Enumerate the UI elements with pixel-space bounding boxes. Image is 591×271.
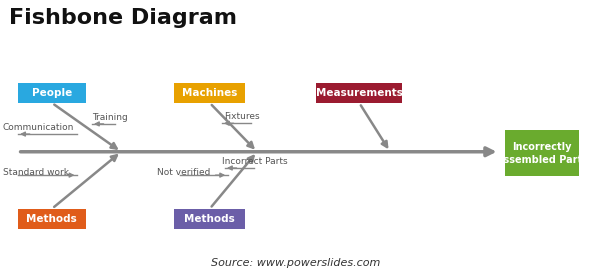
Text: Not verified: Not verified	[157, 168, 210, 177]
Text: Incorrect Parts: Incorrect Parts	[222, 157, 287, 166]
Text: Machines: Machines	[182, 88, 238, 98]
Text: Methods: Methods	[184, 214, 235, 224]
FancyBboxPatch shape	[18, 209, 86, 229]
FancyBboxPatch shape	[174, 83, 245, 103]
Text: Communication: Communication	[3, 124, 74, 133]
Text: Training: Training	[92, 113, 127, 122]
FancyBboxPatch shape	[174, 209, 245, 229]
Text: Methods: Methods	[27, 214, 77, 224]
FancyBboxPatch shape	[505, 130, 579, 176]
Text: Measurements: Measurements	[316, 88, 402, 98]
Text: Standard work: Standard work	[3, 168, 69, 177]
FancyBboxPatch shape	[316, 83, 402, 103]
Text: Fishbone Diagram: Fishbone Diagram	[9, 8, 237, 28]
FancyBboxPatch shape	[18, 83, 86, 103]
Text: Incorrectly
Assembled Parts: Incorrectly Assembled Parts	[496, 142, 588, 165]
Text: People: People	[31, 88, 72, 98]
Text: Source: www.powerslides.com: Source: www.powerslides.com	[211, 258, 380, 268]
Text: Fixtures: Fixtures	[225, 112, 260, 121]
